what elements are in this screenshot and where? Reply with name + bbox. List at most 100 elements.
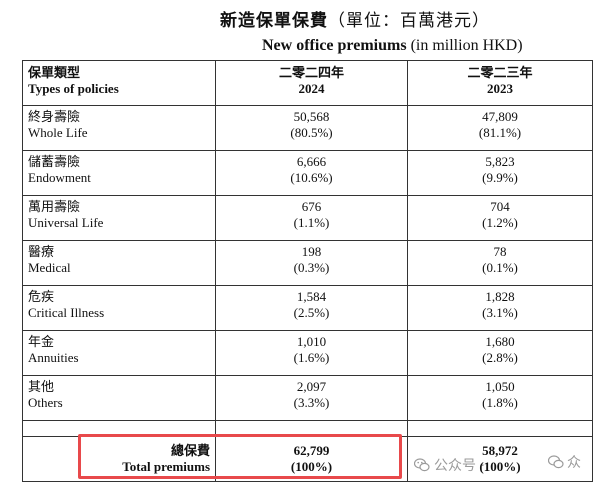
header-col3-zh: 二零二三年: [467, 65, 533, 80]
table-row: 終身壽險 Whole Life 50,568 (80.5%) 47,809 (81.1…: [22, 105, 593, 151]
watermark-text: 公众号 ·: [434, 458, 485, 474]
wechat-icon: [414, 458, 430, 472]
percent-2024: (0.3%): [293, 260, 330, 275]
spacer-row: [22, 420, 593, 437]
total-percent-2023: (100%): [479, 459, 521, 474]
title-zh-unit: （單位：百萬港元）: [328, 11, 490, 30]
percent-2023: (1.2%): [482, 215, 518, 230]
total-label-cell: 總保費 Total premiums: [22, 436, 216, 482]
policy-type-cell: 年金 Annuities: [22, 330, 216, 376]
spacer-cell: [215, 420, 408, 437]
policy-type-zh: 終身壽險: [28, 109, 81, 124]
title-en-unit: (in million HKD): [406, 37, 523, 54]
table-row: 儲蓄壽險 Endowment 6,666 (10.6%) 5,823 (9.9%): [22, 150, 593, 196]
percent-2024: (2.5%): [293, 305, 330, 320]
policy-type-cell: 終身壽險 Whole Life: [22, 105, 216, 151]
table-row: 其他 Others 2,097 (3.3%) 1,050 (1.8%): [22, 375, 593, 421]
value-2024: 1,584: [296, 289, 327, 304]
policy-type-cell: 醫療 Medical: [22, 240, 216, 286]
value-2023-cell: 1,050 (1.8%): [407, 375, 593, 421]
value-2023: 1,050: [485, 379, 515, 394]
percent-2023: (3.1%): [482, 305, 518, 320]
header-col1-en: Types of policies: [28, 81, 119, 96]
total-value-2023: 58,972: [482, 443, 518, 458]
percent-2023: (9.9%): [482, 170, 518, 185]
value-2023: 704: [490, 199, 510, 214]
header-2024: 二零二四年 2024: [215, 60, 408, 106]
total-percent-2024: (100%): [290, 459, 333, 474]
table-row: 危疾 Critical Illness 1,584 (2.5%) 1,828 (3.1…: [22, 285, 593, 331]
value-2024-cell: 2,097 (3.3%): [215, 375, 408, 421]
total-2023-cell: 58,972 (100%): [407, 436, 593, 482]
percent-2024: (10.6%): [290, 170, 333, 185]
percent-2023: (81.1%): [478, 125, 522, 140]
policy-type-en: Endowment: [28, 170, 91, 185]
wechat-icon: [548, 455, 564, 469]
value-2024-cell: 6,666 (10.6%): [215, 150, 408, 196]
title-en-main: New office premiums: [262, 37, 407, 54]
value-2024: 198: [301, 244, 322, 259]
header-col2-en: 2024: [298, 81, 325, 96]
header-col2-zh: 二零二四年: [278, 65, 344, 80]
value-2023-cell: 78 (0.1%): [407, 240, 593, 286]
policy-type-en: Whole Life: [28, 125, 88, 140]
policy-type-zh: 危疾: [28, 289, 55, 304]
total-label-zh: 總保費: [170, 443, 210, 458]
header-col1-zh: 保單類型: [28, 65, 81, 80]
value-2024-cell: 50,568 (80.5%): [215, 105, 408, 151]
value-2023-cell: 1,828 (3.1%): [407, 285, 593, 331]
total-label-en: Total premiums: [122, 459, 210, 474]
policy-type-en: Critical Illness: [28, 305, 105, 320]
spacer-cell: [22, 420, 216, 437]
value-2023: 78: [493, 244, 507, 259]
value-2024: 2,097: [296, 379, 327, 394]
percent-2024: (3.3%): [293, 395, 330, 410]
table-header-row: 保單類型 Types of policies 二零二四年 2024 二零二三年 …: [22, 60, 593, 106]
spacer-cell: [407, 420, 593, 437]
value-2023-cell: 47,809 (81.1%): [407, 105, 593, 151]
header-2023: 二零二三年 2023: [407, 60, 593, 106]
policy-type-zh: 年金: [28, 334, 55, 349]
policy-type-zh: 儲蓄壽險: [28, 154, 81, 169]
value-2023: 5,823: [485, 154, 515, 169]
header-policy-type: 保單類型 Types of policies: [22, 60, 216, 106]
policy-type-zh: 其他: [28, 379, 55, 394]
watermark-right: 众: [548, 452, 581, 472]
value-2024-cell: 1,584 (2.5%): [215, 285, 408, 331]
title-english: New office premiums (in million HKD): [262, 37, 523, 55]
title-chinese: 新造保單保費（單位：百萬港元）: [220, 6, 560, 31]
value-2024: 1,010: [296, 334, 327, 349]
percent-2023: (1.8%): [482, 395, 518, 410]
title-zh-main: 新造保單保費: [220, 11, 328, 30]
value-2024-cell: 198 (0.3%): [215, 240, 408, 286]
total-row: 總保費 Total premiums 62,799 (100%) 58,972 (10…: [22, 436, 593, 482]
table-row: 年金 Annuities 1,010 (1.6%) 1,680 (2.8%): [22, 330, 593, 376]
value-2023: 47,809: [482, 109, 518, 124]
watermark: 公众号 ·: [414, 455, 485, 475]
policy-type-en: Annuities: [28, 350, 79, 365]
value-2023-cell: 704 (1.2%): [407, 195, 593, 241]
value-2024-cell: 676 (1.1%): [215, 195, 408, 241]
value-2024-cell: 1,010 (1.6%): [215, 330, 408, 376]
percent-2024: (1.6%): [293, 350, 330, 365]
policy-type-zh: 萬用壽險: [28, 199, 81, 214]
value-2024: 6,666: [296, 154, 327, 169]
table-row: 萬用壽險 Universal Life 676 (1.1%) 704 (1.2%): [22, 195, 593, 241]
policy-type-cell: 其他 Others: [22, 375, 216, 421]
policy-type-zh: 醫療: [28, 244, 55, 259]
percent-2023: (2.8%): [482, 350, 518, 365]
value-2023-cell: 5,823 (9.9%): [407, 150, 593, 196]
total-2024-cell: 62,799 (100%): [215, 436, 408, 482]
value-2023: 1,828: [485, 289, 515, 304]
value-2024: 676: [301, 199, 322, 214]
header-col3-en: 2023: [487, 81, 513, 96]
policy-type-en: Medical: [28, 260, 71, 275]
policy-type-cell: 危疾 Critical Illness: [22, 285, 216, 331]
total-value-2024: 62,799: [293, 443, 330, 458]
policy-type-cell: 萬用壽險 Universal Life: [22, 195, 216, 241]
policy-type-en: Universal Life: [28, 215, 104, 230]
policy-type-cell: 儲蓄壽險 Endowment: [22, 150, 216, 196]
watermark-end-text: 众: [567, 455, 581, 471]
policy-type-en: Others: [28, 395, 63, 410]
percent-2023: (0.1%): [482, 260, 518, 275]
